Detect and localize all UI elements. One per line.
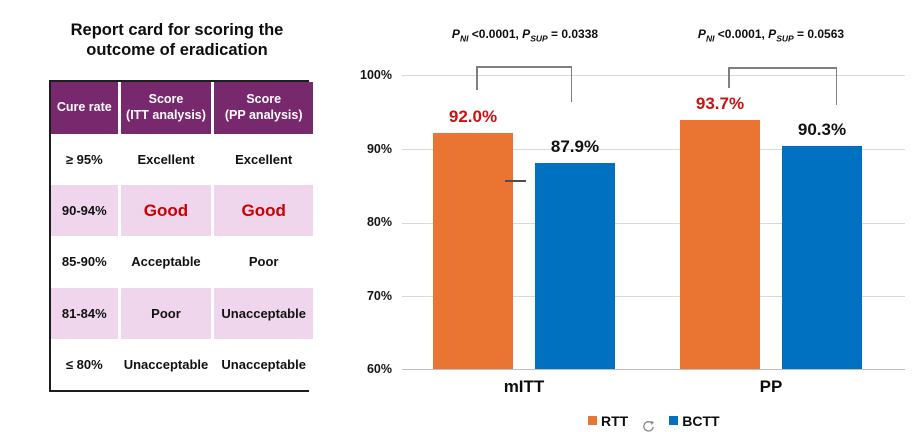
p-value-annotation-mitt: PNI <0.0001, PSUP = 0.0338 <box>410 27 640 43</box>
category-label-pp: PP <box>759 377 783 396</box>
table-cell-score: Excellent <box>214 134 313 186</box>
table-cell-score: Excellent <box>120 134 212 186</box>
gridline-90 <box>402 148 905 150</box>
bracket-line <box>728 67 837 69</box>
bracket-line <box>476 66 478 90</box>
bracket-line <box>476 66 572 68</box>
legend-item-bctt: BCTT <box>669 412 720 429</box>
table-cell-score: Unacceptable <box>214 338 313 390</box>
dash-marker <box>505 180 526 182</box>
legend-item-rtt: RTT <box>588 413 628 429</box>
p-subscript: SUP <box>530 33 548 44</box>
bar-rtt-mitt <box>433 133 513 369</box>
p-symbol: P <box>697 27 706 41</box>
gridline-80 <box>402 222 905 224</box>
bar-bctt-mitt <box>535 163 615 369</box>
legend-label-bctt: BCTT <box>682 412 720 429</box>
y-axis-tick-label: 100% <box>360 68 392 82</box>
report-card-title-line2: outcome of eradication <box>86 41 268 60</box>
report-card-title-line1: Report card for scoring the <box>70 21 284 39</box>
table-cell-cure: 81-84% <box>51 287 118 339</box>
header-text: Cure rate <box>56 100 112 115</box>
legend-swatch-bctt <box>669 416 679 425</box>
table-header-score-pp: Score (PP analysis) <box>214 82 313 134</box>
legend-swatch-rtt <box>588 416 597 425</box>
plot-area: 92.0% 87.9% 93.7% 90.3% <box>402 75 905 370</box>
refresh-icon[interactable] <box>641 419 656 432</box>
header-text: (PP analysis) <box>224 108 303 122</box>
y-axis-tick-label: 80% <box>366 215 392 229</box>
table-cell-cure: ≤ 80% <box>51 338 118 390</box>
table-header-score-itt: Score (ITT analysis) <box>120 82 212 134</box>
p-subscript: NI <box>705 33 715 44</box>
bracket-line <box>728 67 730 88</box>
y-axis-tick-label: 70% <box>366 289 392 303</box>
p-subscript: NI <box>459 33 469 44</box>
bar-rtt-pp <box>680 120 760 369</box>
x-axis-line <box>402 369 905 370</box>
category-label-mitt: mITT <box>503 377 545 396</box>
p-subscript: SUP <box>776 33 794 44</box>
bracket-line <box>835 67 837 105</box>
legend-label-rtt: RTT <box>601 412 629 429</box>
table-cell-cure: ≥ 95% <box>51 134 118 186</box>
table-cell-score: Good <box>214 185 313 237</box>
header-text: Score <box>148 92 184 107</box>
gridline-70 <box>402 296 905 298</box>
p-symbol: P <box>522 27 531 41</box>
p-value-annotation-pp: PNI <0.0001, PSUP = 0.0563 <box>656 27 886 43</box>
p-value: = 0.0338 <box>551 27 599 41</box>
value-label-bctt-pp: 90.3% <box>797 120 847 139</box>
table-header-cure-rate: Cure rate <box>51 82 118 134</box>
table-cell-cure: 90-94% <box>51 185 118 237</box>
p-symbol: P <box>768 27 777 41</box>
table-cell-cure: 85-90% <box>51 236 118 288</box>
table-cell-score: Unacceptable <box>120 338 212 390</box>
gridline-100 <box>402 75 905 76</box>
bar-bctt-pp <box>782 146 862 369</box>
bracket-line <box>570 66 572 102</box>
table-cell-score: Unacceptable <box>214 287 313 339</box>
chart-legend: RTT BCTT <box>588 407 720 432</box>
report-card-title: Report card for scoring the outcome of e… <box>37 20 317 60</box>
p-symbol: P <box>451 27 460 41</box>
header-text: Score <box>246 92 282 107</box>
value-label-bctt-mitt: 87.9% <box>550 137 600 156</box>
y-axis-tick-label: 90% <box>366 142 392 156</box>
header-text: (ITT analysis) <box>126 108 206 122</box>
table-cell-score: Poor <box>214 236 313 288</box>
value-label-rtt-mitt: 92.0% <box>448 107 498 126</box>
p-value: <0.0001, <box>471 27 519 41</box>
p-value: <0.0001, <box>717 27 765 41</box>
table-cell-score: Poor <box>120 287 212 339</box>
table-cell-score: Good <box>120 185 212 237</box>
p-value: = 0.0563 <box>797 27 845 41</box>
value-label-rtt-pp: 93.7% <box>695 94 745 113</box>
table-cell-score: Acceptable <box>120 236 212 288</box>
report-card-table: Cure rate Score (ITT analysis) Score (PP… <box>49 80 313 392</box>
y-axis-tick-label: 60% <box>366 362 392 376</box>
